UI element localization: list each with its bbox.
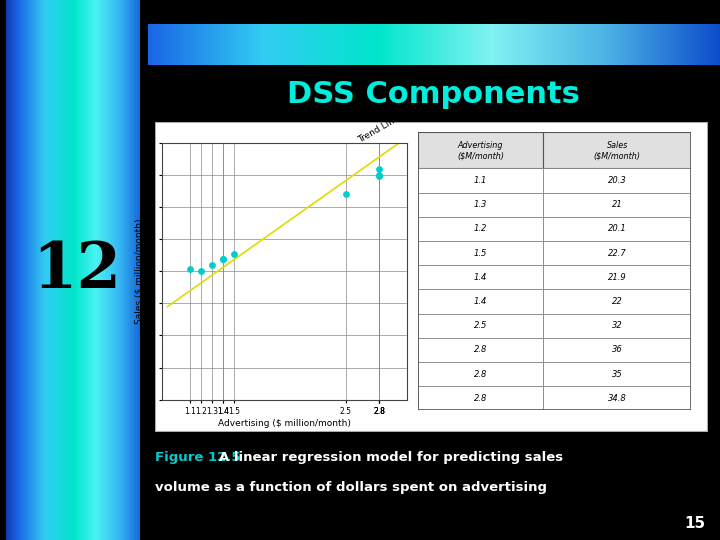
Bar	[544, 193, 691, 217]
Point	[184, 265, 196, 274]
Text: 36: 36	[612, 346, 623, 354]
Bar	[544, 217, 691, 241]
Text: 2.8: 2.8	[474, 369, 487, 379]
Bar	[418, 338, 544, 362]
Bar	[140, 0, 148, 540]
Point	[195, 266, 207, 275]
Bar	[544, 265, 691, 289]
Bar	[544, 314, 691, 338]
Text: volume as a function of dollars spent on advertising: volume as a function of dollars spent on…	[155, 481, 546, 494]
Point	[373, 164, 384, 173]
Text: 21.9: 21.9	[608, 273, 626, 282]
Bar	[418, 362, 544, 386]
Bar	[544, 289, 691, 314]
Text: 1.4: 1.4	[474, 297, 487, 306]
Text: 1.2: 1.2	[474, 225, 487, 233]
Text: 15: 15	[684, 516, 706, 531]
Bar	[544, 132, 691, 168]
Bar	[418, 241, 544, 265]
Text: 2.8: 2.8	[474, 346, 487, 354]
Bar	[544, 362, 691, 386]
Text: 32: 32	[612, 321, 623, 330]
Text: Figure 12.5: Figure 12.5	[155, 451, 240, 464]
Bar	[418, 289, 544, 314]
Text: Trend Line: Trend Line	[356, 114, 402, 145]
Text: 12: 12	[32, 240, 121, 300]
Text: 1.3: 1.3	[474, 200, 487, 209]
Point	[217, 254, 229, 263]
Text: 1.5: 1.5	[474, 248, 487, 258]
Point	[207, 261, 218, 269]
Point	[228, 249, 240, 258]
Text: 22: 22	[612, 297, 623, 306]
Text: 34.8: 34.8	[608, 394, 626, 403]
Bar	[418, 168, 544, 193]
Text: Sales
($M/month): Sales ($M/month)	[594, 141, 641, 160]
Text: 20.1: 20.1	[608, 225, 626, 233]
Text: 20.3: 20.3	[608, 176, 626, 185]
Bar	[544, 168, 691, 193]
Text: 35: 35	[612, 369, 623, 379]
Text: 21: 21	[612, 200, 623, 209]
Point	[373, 171, 384, 179]
Text: 2.8: 2.8	[474, 394, 487, 403]
Text: A linear regression model for predicting sales: A linear regression model for predicting…	[219, 451, 563, 464]
Bar	[418, 132, 544, 168]
Bar	[544, 338, 691, 362]
Text: Advertising
($M/month): Advertising ($M/month)	[457, 141, 504, 160]
Point	[217, 255, 229, 264]
Bar	[544, 241, 691, 265]
Bar	[418, 386, 544, 410]
Text: 22.7: 22.7	[608, 248, 626, 258]
Text: DSS Components: DSS Components	[287, 80, 580, 109]
Text: 1.4: 1.4	[474, 273, 487, 282]
X-axis label: Advertising ($ million/month): Advertising ($ million/month)	[218, 419, 351, 428]
Bar	[418, 193, 544, 217]
Point	[373, 172, 384, 181]
Bar	[418, 314, 544, 338]
Bar	[0, 0, 6, 540]
Bar	[544, 386, 691, 410]
Text: 2.5: 2.5	[474, 321, 487, 330]
Bar	[418, 217, 544, 241]
Point	[340, 190, 351, 199]
Bar	[418, 265, 544, 289]
Y-axis label: Sales ($ million/month): Sales ($ million/month)	[134, 219, 143, 324]
Text: 1.1: 1.1	[474, 176, 487, 185]
